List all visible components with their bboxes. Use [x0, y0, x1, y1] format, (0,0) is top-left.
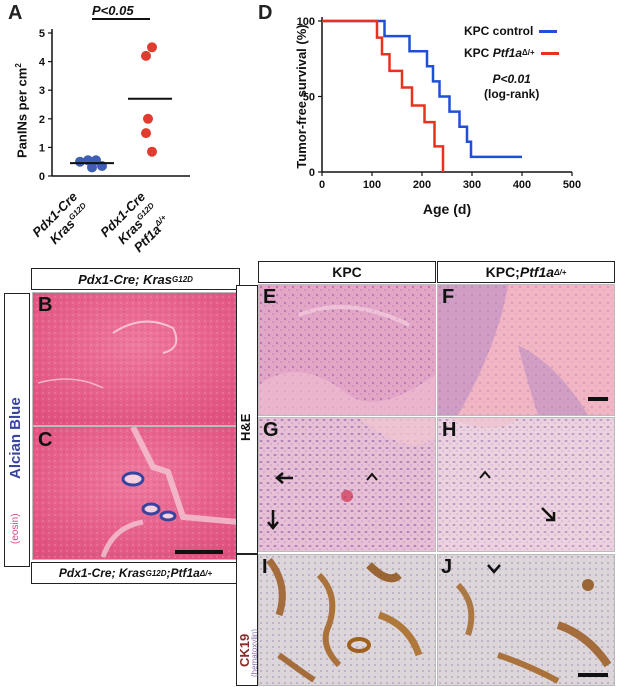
x-tick-label: 200 — [413, 179, 431, 191]
scale-bar — [588, 397, 608, 401]
data-point — [147, 42, 157, 53]
panel-d-pvalue: P<0.01 (log-rank) — [484, 72, 540, 101]
legend-swatch-control — [539, 29, 558, 33]
data-point — [141, 50, 151, 61]
panel-d-survival: 0 100 200 300 400 500 0 50 100 Age (d) Tumor-free … — [294, 16, 581, 217]
panel-d-legend: KPC control KPC Ptf1a Δ/+ — [464, 20, 559, 64]
arrowhead-icon — [366, 472, 378, 481]
x-tick-label: 100 — [363, 179, 381, 191]
y-tick-label: 5 — [39, 28, 45, 40]
data-point — [143, 113, 153, 124]
survival-curve-ptf1a — [322, 19, 445, 172]
y-tick-label: 2 — [39, 114, 45, 126]
alcian-blue-sidebar: Alcian Blue (eosin) — [4, 293, 30, 567]
legend-item-ptf1a: KPC Ptf1a Δ/+ — [464, 42, 559, 64]
panel-label-i: I — [262, 556, 268, 578]
y-tick-label: 0 — [39, 171, 45, 183]
scale-bar — [578, 673, 608, 677]
x-tick-label: 0 — [319, 179, 325, 191]
data-point — [75, 156, 85, 167]
micrograph-i — [258, 554, 436, 686]
panel-label-h: H — [442, 419, 457, 441]
ck19-sidebar: CK19 (hematoxylin) — [236, 554, 259, 686]
panel-label-e: E — [263, 286, 277, 308]
legend-swatch-ptf1a — [540, 51, 559, 55]
data-point — [147, 146, 157, 157]
micrograph-c — [32, 426, 239, 560]
arrowhead-icon — [487, 564, 501, 574]
data-point — [87, 162, 97, 173]
micrograph-h — [437, 417, 615, 552]
y-tick-label: 1 — [39, 142, 45, 154]
scale-bar — [175, 550, 223, 554]
panel-label-f: F — [442, 286, 455, 308]
micrograph-b — [32, 292, 239, 426]
y-axis-label: Tumor-free survival (%) — [294, 24, 309, 168]
panel-a-ylabel: PanINs per cm2 — [14, 63, 30, 158]
x-tick-label: 400 — [513, 179, 531, 191]
data-point — [141, 128, 151, 139]
x-tick-label: 500 — [563, 179, 581, 191]
micrograph-j — [437, 554, 615, 686]
header-pdx1-kras: Pdx1-Cre; Kras G12D — [31, 268, 240, 290]
arrow-icon — [275, 472, 293, 484]
y-tick-label: 0 — [309, 167, 315, 179]
he-sidebar: H&E — [236, 285, 258, 554]
survival-curve-control — [322, 19, 522, 159]
micrograph-f — [437, 284, 615, 416]
y-tick-label: 100 — [297, 16, 315, 28]
x-tick-label: 300 — [463, 179, 481, 191]
micrograph-e — [258, 284, 436, 416]
panel-label-d: D — [258, 2, 273, 24]
panel-label-b: B — [38, 294, 53, 316]
y-tick-label: 50 — [303, 92, 315, 104]
panel-label-a: A — [8, 2, 23, 24]
panel-a-scatter: 0 1 2 3 4 5 — [39, 18, 190, 183]
y-tick-label: 4 — [39, 57, 46, 69]
x-axis-label: Age (d) — [423, 201, 471, 217]
panel-a-pvalue: P<0.05 — [92, 3, 134, 18]
micrograph-g — [258, 417, 436, 552]
header-kpc-ptf1a: KPC; Ptf1a Δ/+ — [437, 261, 615, 283]
arrowhead-icon — [479, 470, 491, 479]
header-kpc: KPC — [258, 261, 436, 283]
arrow-icon — [267, 510, 279, 530]
panel-label-j: J — [441, 556, 453, 578]
header-pdx1-kras-ptf1a: Pdx1-Cre; Kras G12D; Ptf1a Δ/+ — [31, 562, 240, 584]
legend-item-control: KPC control — [464, 20, 559, 42]
panel-label-c: C — [38, 429, 53, 451]
y-tick-label: 3 — [39, 85, 45, 97]
panel-label-g: G — [263, 419, 279, 441]
arrow-icon — [541, 507, 556, 522]
